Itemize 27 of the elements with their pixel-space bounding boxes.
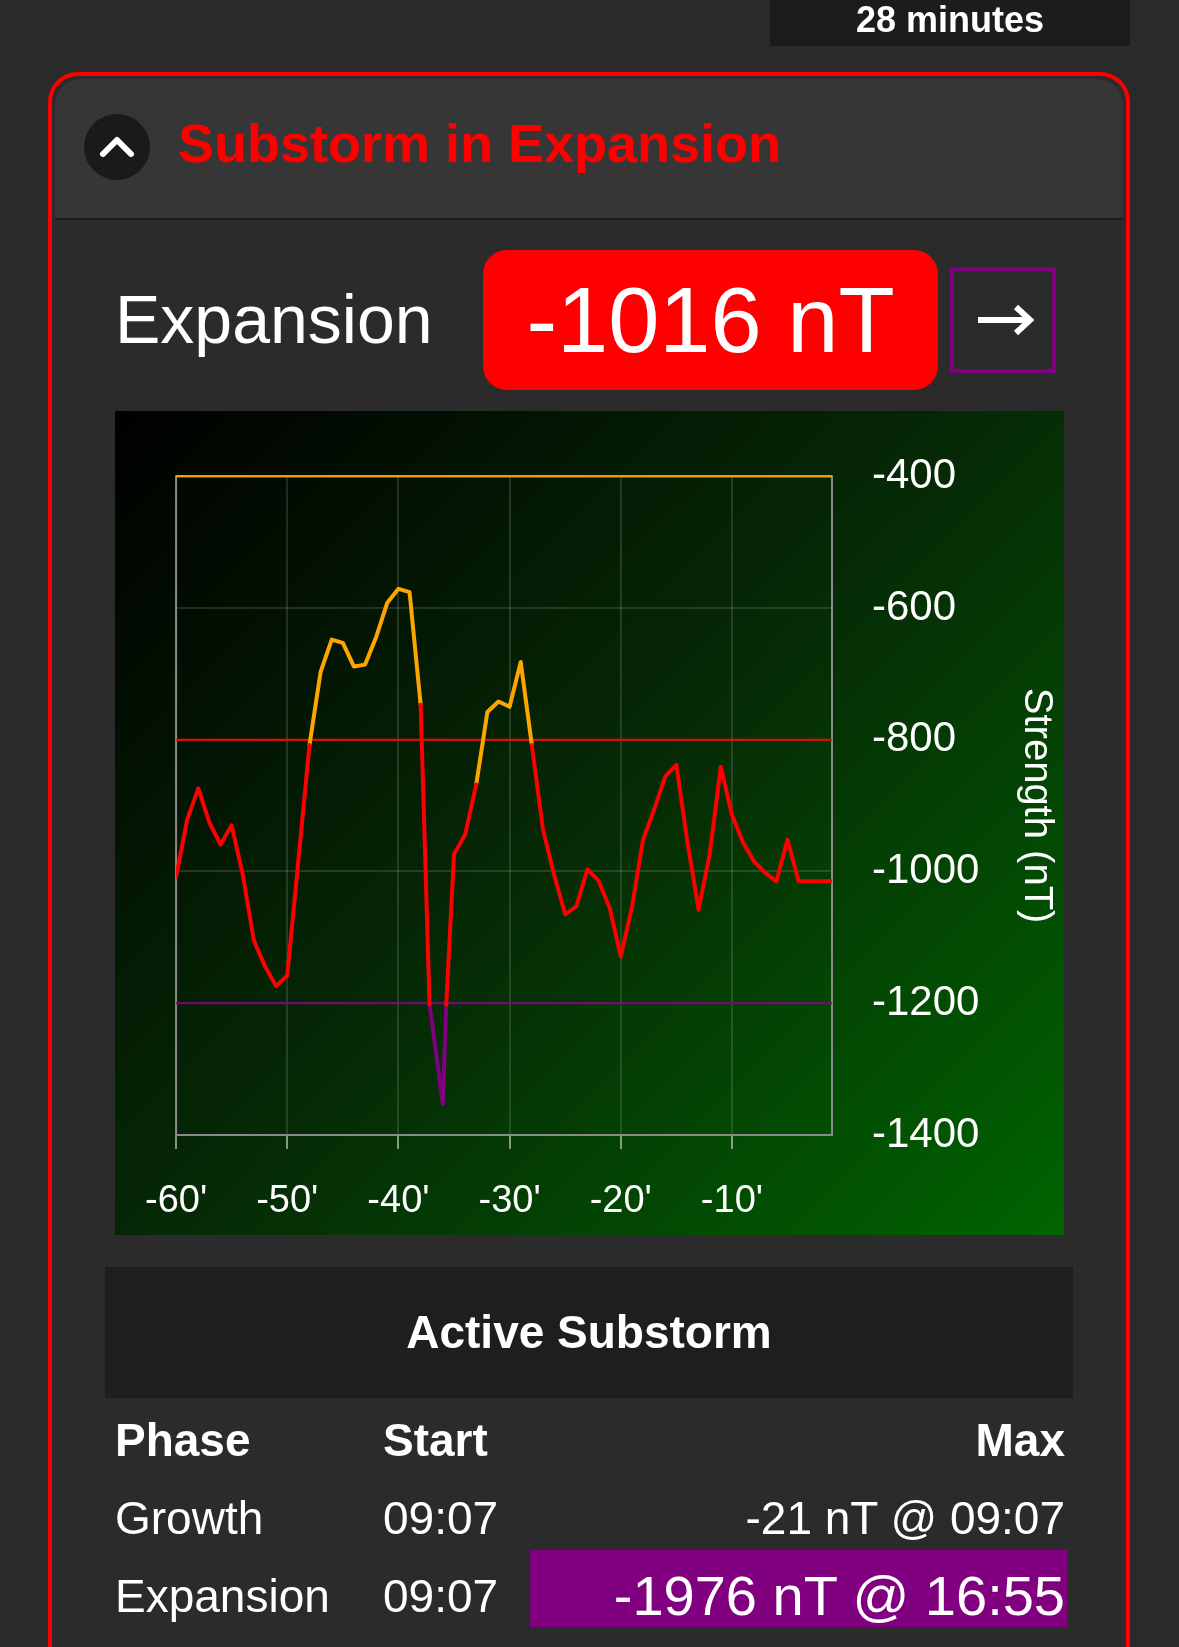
y-tick-label: -1400 <box>872 1108 980 1156</box>
y-tick-label: -1000 <box>872 845 980 893</box>
text: Expansion <box>115 1569 331 1624</box>
text: Active Substorm <box>105 1267 1073 1398</box>
x-tick-label: -50' <box>256 1178 319 1221</box>
text: 09:07 <box>383 1491 500 1546</box>
text: Expansion <box>115 280 433 358</box>
y-tick-label: -1200 <box>872 976 980 1024</box>
x-tick-label: -10' <box>700 1178 764 1221</box>
y-tick-label: -800 <box>872 713 957 761</box>
y-tick-label: -400 <box>872 449 957 497</box>
text: Max <box>974 1413 1065 1468</box>
text: Growth <box>115 1491 265 1546</box>
x-tick-label: -20' <box>589 1178 652 1221</box>
y-axis-title: Strength (nT) <box>1016 687 1061 924</box>
y-tick-label: -600 <box>872 581 957 629</box>
text: -1976 nT @ 16:55 <box>612 1564 1065 1627</box>
text: -21 nT @ 09:07 <box>744 1491 1065 1546</box>
text: Start <box>383 1413 489 1468</box>
text: 09:07 <box>383 1569 500 1624</box>
chart-title: Substorm in Expansion <box>178 112 782 174</box>
text: -1016 nT <box>483 250 938 390</box>
x-tick-label: -60' <box>144 1178 208 1221</box>
text: 28 minutes <box>770 0 1130 46</box>
text: Phase <box>115 1413 252 1468</box>
x-tick-label: -30' <box>478 1178 541 1221</box>
x-tick-label: -40' <box>367 1178 430 1221</box>
